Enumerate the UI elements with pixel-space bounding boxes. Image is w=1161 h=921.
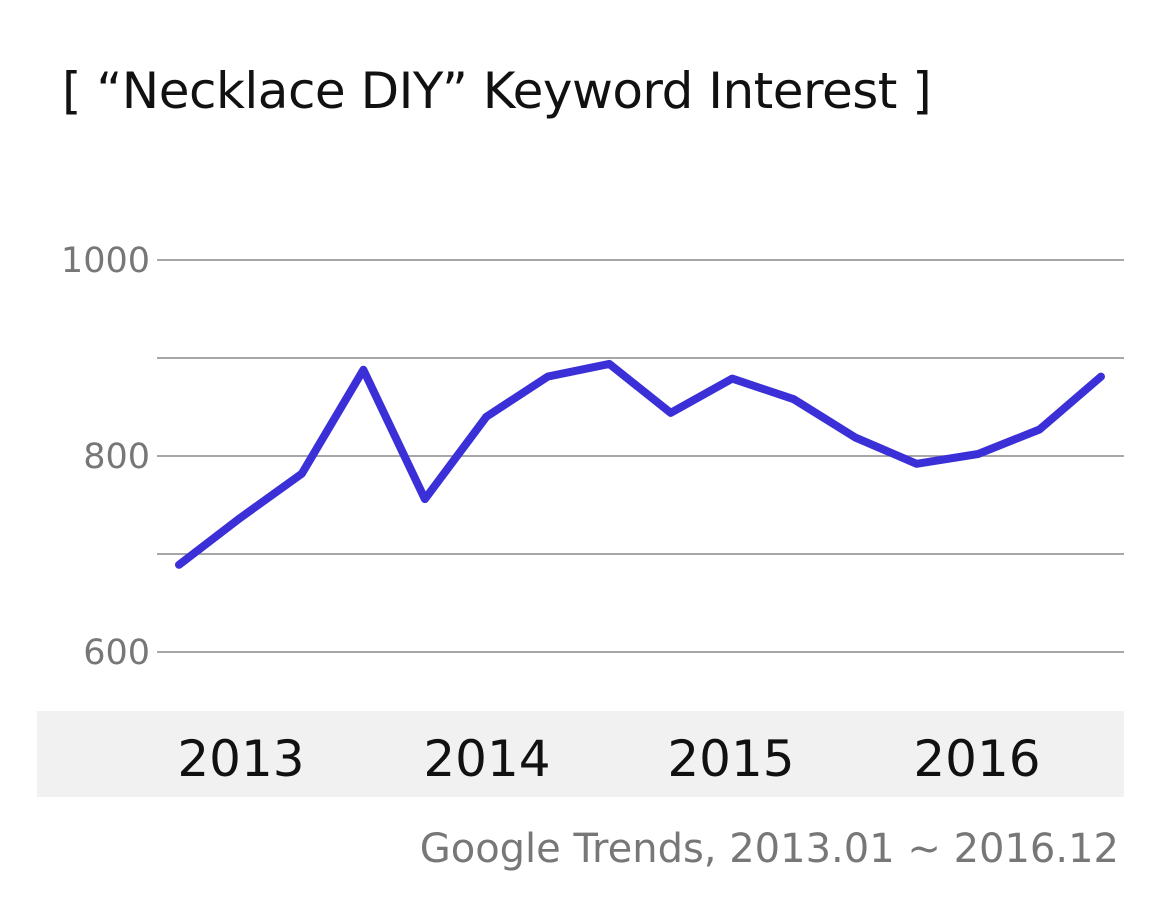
x-tick-label: 2013 — [177, 730, 304, 788]
chart-title: [ “Necklace DIY” Keyword Interest ] — [62, 62, 932, 120]
x-axis-tick-labels: 2013 2014 2015 2016 — [177, 730, 1040, 788]
y-axis-tick-labels: 1000 800 600 — [61, 241, 150, 673]
series-line — [175, 359, 1105, 569]
x-tick-label: 2014 — [423, 730, 550, 788]
x-axis-band — [37, 711, 1124, 797]
series-layer — [175, 359, 1105, 569]
source-note: Google Trends, 2013.01 ~ 2016.12 — [419, 826, 1119, 872]
y-tick-label: 1000 — [61, 241, 150, 281]
x-tick-label: 2015 — [667, 730, 794, 788]
x-tick-label: 2016 — [913, 730, 1040, 788]
y-tick-label: 800 — [83, 437, 150, 477]
y-tick-label: 600 — [83, 633, 150, 673]
